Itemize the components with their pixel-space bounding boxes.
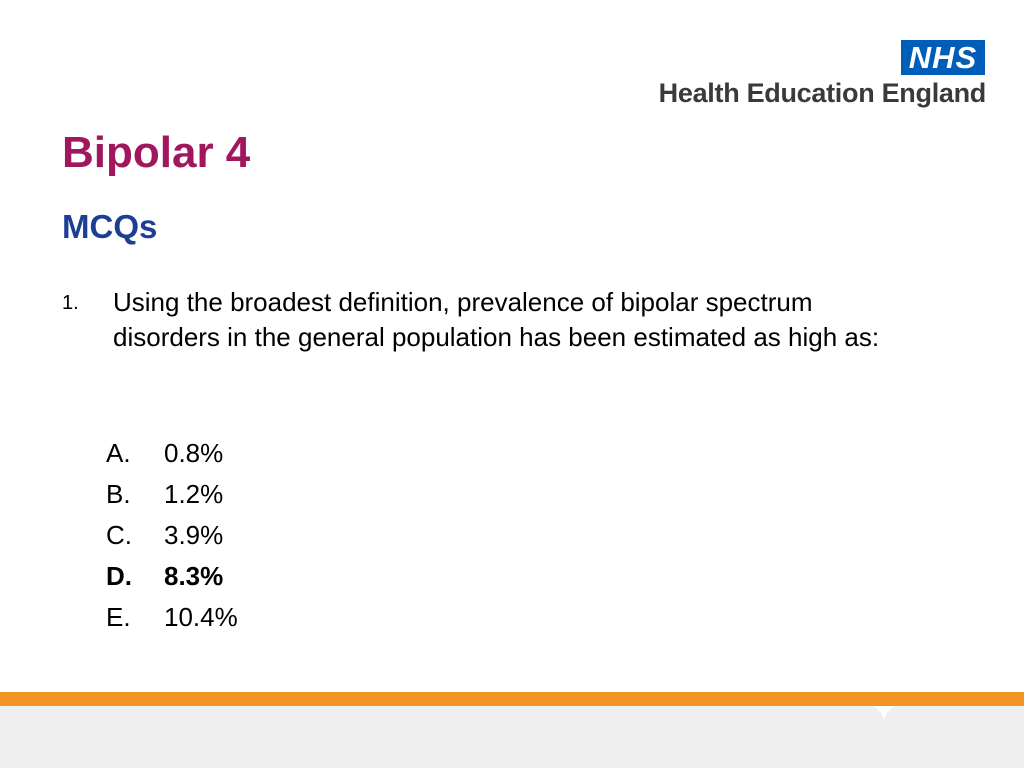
option-text: 0.8% — [164, 438, 224, 468]
option-letter: E. — [106, 602, 131, 632]
orange-bar — [0, 692, 1024, 706]
organisation: Health Education England — [658, 78, 987, 108]
question-number: 1. — [62, 292, 79, 314]
option-text: 1.2% — [164, 479, 224, 509]
option-letter: A. — [106, 438, 131, 468]
option: B. 1.2% — [106, 479, 223, 510]
option-letter: C. — [106, 520, 132, 550]
option: C. 3.9% — [106, 520, 223, 551]
option-text: 10.4% — [164, 602, 238, 632]
option-text: 8.3% — [164, 561, 224, 591]
nhs-logo: NHS — [901, 40, 985, 75]
question-text: Using the broadest definition, prevalenc… — [113, 287, 880, 352]
option-letter: D. — [106, 561, 132, 591]
option-text: 3.9% — [164, 520, 224, 550]
option: D. 8.3% — [106, 561, 223, 592]
slide-subtitle: MCQs — [62, 208, 158, 245]
option: A. 0.8% — [106, 438, 223, 469]
option: E. 10.4% — [106, 602, 238, 633]
footer-gray — [0, 706, 1024, 768]
slide-title: Bipolar 4 — [62, 128, 251, 177]
option-letter: B. — [106, 479, 131, 509]
